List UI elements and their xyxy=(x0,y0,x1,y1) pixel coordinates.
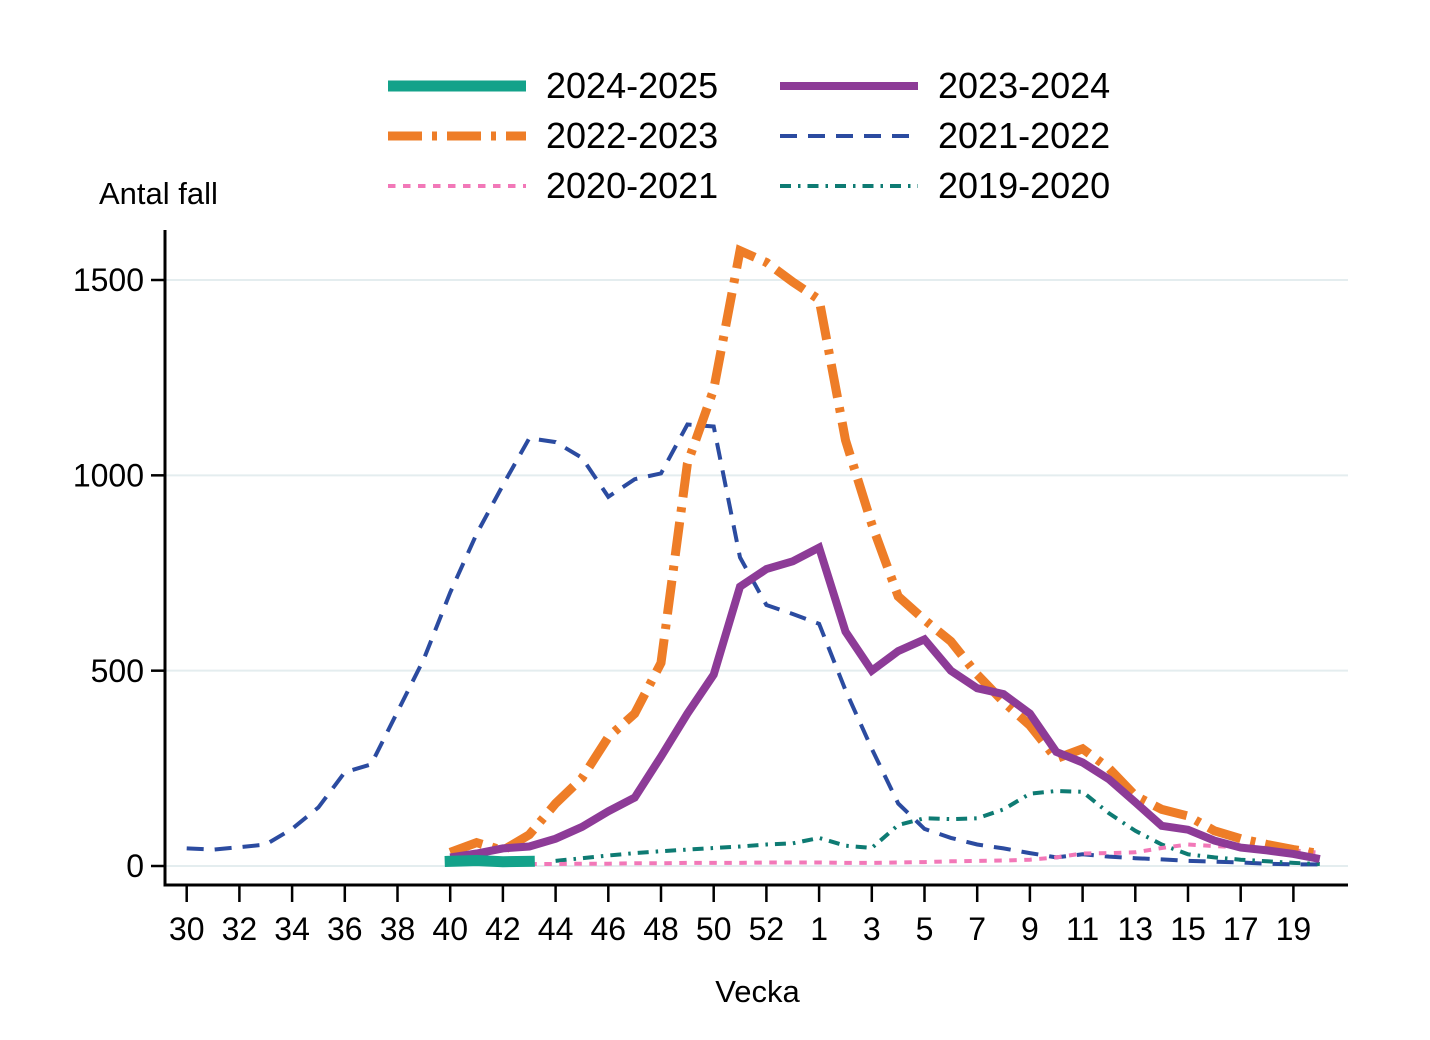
x-tick-label: 32 xyxy=(222,911,258,947)
legend-swatch-icon xyxy=(388,80,526,92)
series-line-2019-2020 xyxy=(555,788,1320,866)
x-tick-label: 3 xyxy=(863,911,881,947)
series-line-2024-2025 xyxy=(444,854,535,868)
series-line-2021-2022 xyxy=(186,422,1320,867)
legend-item-2021-2022: 2021-2022 xyxy=(780,118,1172,154)
legend-label: 2020-2021 xyxy=(546,165,719,206)
axis-lines xyxy=(163,230,1348,887)
x-tick-label: 15 xyxy=(1170,911,1206,947)
x-tick-label: 1 xyxy=(810,911,828,947)
x-tick-label: 30 xyxy=(169,911,205,947)
x-tick-label: 36 xyxy=(327,911,363,947)
legend-row: 2022-2023 2021-2022 xyxy=(388,111,1172,161)
x-tick-label: 7 xyxy=(968,911,986,947)
legend-item-2020-2021: 2020-2021 xyxy=(388,168,780,204)
y-tick-label: 1000 xyxy=(73,458,144,494)
x-axis-title: Vecka xyxy=(715,974,800,1009)
y-tick-label: 500 xyxy=(91,653,144,689)
x-tick-label: 9 xyxy=(1021,911,1039,947)
legend-label: 2021-2022 xyxy=(938,115,1111,156)
y-tick-label: 1500 xyxy=(73,262,144,298)
x-tick-label: 44 xyxy=(538,911,574,947)
legend-item-2024-2025: 2024-2025 xyxy=(388,68,780,104)
x-tick-label: 40 xyxy=(432,911,468,947)
x-tick-label: 38 xyxy=(380,911,416,947)
legend-swatch-icon xyxy=(388,184,526,188)
legend-label: 2024-2025 xyxy=(546,65,719,106)
y-axis-title: Antal fall xyxy=(99,176,218,211)
x-tick-label: 46 xyxy=(591,911,627,947)
x-tick-label: 17 xyxy=(1223,911,1259,947)
x-tick-label: 5 xyxy=(916,911,934,947)
legend-item-2022-2023: 2022-2023 xyxy=(388,118,780,154)
legend-swatch-icon xyxy=(780,82,918,90)
x-tick-label: 34 xyxy=(274,911,310,947)
legend-item-2019-2020: 2019-2020 xyxy=(780,168,1172,204)
legend-row: 2020-2021 2019-2020 xyxy=(388,161,1172,211)
legend-item-2023-2024: 2023-2024 xyxy=(780,68,1172,104)
series-line-2022-2023 xyxy=(448,244,1321,858)
x-tick-label: 19 xyxy=(1276,911,1312,947)
chart-legend: 2024-2025 2023-2024 2022-2023 2021-2022 2020… xyxy=(388,61,1172,211)
x-tick-label: 52 xyxy=(749,911,785,947)
series-line-2023-2024 xyxy=(449,541,1321,863)
series-line-2020-2021 xyxy=(529,842,1320,866)
legend-label: 2023-2024 xyxy=(938,65,1111,106)
y-tick-label: 0 xyxy=(126,848,144,884)
x-tick-label: 13 xyxy=(1118,911,1154,947)
x-tick-label: 11 xyxy=(1066,911,1099,947)
x-tick-label: 48 xyxy=(643,911,679,947)
legend-swatch-icon xyxy=(780,134,918,138)
legend-swatch-icon xyxy=(780,184,918,188)
legend-swatch-icon xyxy=(388,131,526,141)
legend-row: 2024-2025 2023-2024 xyxy=(388,61,1172,111)
legend-label: 2019-2020 xyxy=(938,165,1111,206)
x-tick-label: 42 xyxy=(485,911,521,947)
x-tick-label: 50 xyxy=(696,911,732,947)
legend-label: 2022-2023 xyxy=(546,115,719,156)
